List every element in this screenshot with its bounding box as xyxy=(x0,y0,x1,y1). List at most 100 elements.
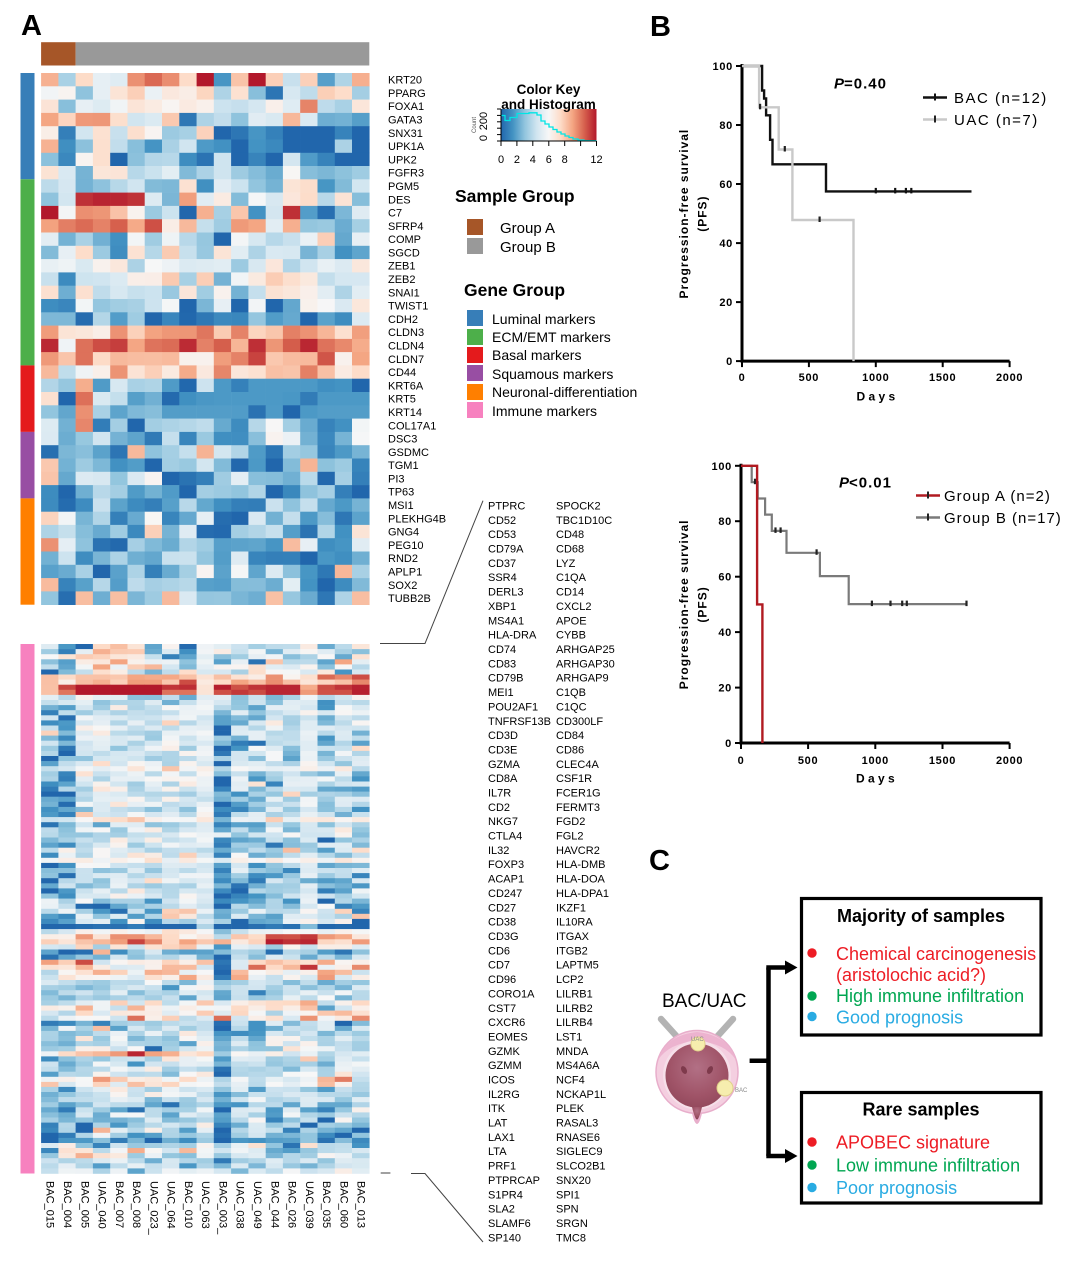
svg-text:BAC (n=12): BAC (n=12) xyxy=(954,90,1048,107)
svg-text:SLAMF6: SLAMF6 xyxy=(488,1218,531,1230)
svg-text:NCF4: NCF4 xyxy=(556,1075,585,1087)
svg-text:KRT6A: KRT6A xyxy=(388,380,424,392)
svg-text:FERMT3: FERMT3 xyxy=(556,802,600,814)
svg-text:8: 8 xyxy=(562,154,568,166)
svg-text:P=0.40: P=0.40 xyxy=(834,76,887,93)
svg-text:CD83: CD83 xyxy=(488,658,516,670)
svg-text:CD44: CD44 xyxy=(388,367,416,379)
svg-text:MNDA: MNDA xyxy=(556,1046,589,1058)
svg-text:LAT: LAT xyxy=(488,1118,508,1130)
svg-text:HLA-DMB: HLA-DMB xyxy=(556,859,606,871)
svg-text:40: 40 xyxy=(719,238,733,250)
svg-text:CD48: CD48 xyxy=(556,529,584,541)
svg-text:60: 60 xyxy=(718,572,732,584)
svg-text:TBC1D10C: TBC1D10C xyxy=(556,515,612,527)
svg-text:SRGN: SRGN xyxy=(556,1218,588,1230)
svg-text:KRT14: KRT14 xyxy=(388,407,422,419)
svg-text:ITGAX: ITGAX xyxy=(556,931,590,943)
svg-text:D a y s: D a y s xyxy=(856,772,895,786)
svg-text:CD14: CD14 xyxy=(556,587,584,599)
svg-text:S1PR4: S1PR4 xyxy=(488,1189,523,1201)
svg-text:RNASE6: RNASE6 xyxy=(556,1132,600,1144)
svg-text:APLP1: APLP1 xyxy=(388,567,422,579)
svg-text:ARHGAP9: ARHGAP9 xyxy=(556,673,609,685)
svg-text:GZMK: GZMK xyxy=(488,1046,520,1058)
svg-text:CD3D: CD3D xyxy=(488,730,518,742)
svg-text:2000: 2000 xyxy=(996,755,1023,767)
svg-text:BAC_026: BAC_026 xyxy=(286,1181,298,1228)
svg-text:UAC_038: UAC_038 xyxy=(234,1181,246,1229)
svg-text:UPK2: UPK2 xyxy=(388,154,417,166)
svg-text:C7: C7 xyxy=(388,208,402,220)
svg-text:BAC_015: BAC_015 xyxy=(44,1181,56,1228)
svg-text:CLDN4: CLDN4 xyxy=(388,341,424,353)
svg-text:RASAL3: RASAL3 xyxy=(556,1118,598,1130)
svg-text:KRT20: KRT20 xyxy=(388,75,422,87)
svg-text:1000: 1000 xyxy=(862,755,889,767)
svg-text:TWIST1: TWIST1 xyxy=(388,301,428,313)
svg-text:DES: DES xyxy=(388,194,411,206)
svg-text:CD79B: CD79B xyxy=(488,673,523,685)
svg-text:CD3G: CD3G xyxy=(488,931,519,943)
svg-text:4: 4 xyxy=(530,154,536,166)
svg-text:80: 80 xyxy=(718,516,732,528)
svg-text:60: 60 xyxy=(719,179,733,191)
svg-text:(PFS): (PFS) xyxy=(696,586,710,622)
svg-text:XBP1: XBP1 xyxy=(488,601,516,613)
svg-text:IKZF1: IKZF1 xyxy=(556,902,586,914)
svg-text:1500: 1500 xyxy=(929,372,956,384)
svg-text:0: 0 xyxy=(726,356,733,368)
svg-text:1500: 1500 xyxy=(929,755,956,767)
svg-text:PLEKHG4B: PLEKHG4B xyxy=(388,513,446,525)
svg-text:CORO1A: CORO1A xyxy=(488,988,535,1000)
svg-text:40: 40 xyxy=(718,627,732,639)
svg-text:2: 2 xyxy=(514,154,520,166)
svg-text:UAC_023_: UAC_023_ xyxy=(147,1181,159,1236)
svg-text:P<0.01: P<0.01 xyxy=(839,475,892,492)
svg-text:CD79A: CD79A xyxy=(488,544,524,556)
svg-text:12: 12 xyxy=(590,154,602,166)
svg-text:Progression-free survival: Progression-free survival xyxy=(677,129,691,299)
svg-text:200: 200 xyxy=(478,112,490,130)
svg-text:CDH2: CDH2 xyxy=(388,314,418,326)
svg-text:LTA: LTA xyxy=(488,1146,507,1158)
svg-text:UAC_049: UAC_049 xyxy=(251,1181,263,1229)
svg-text:CD86: CD86 xyxy=(556,744,584,756)
svg-text:BAC_010: BAC_010 xyxy=(182,1181,194,1228)
svg-text:ITGB2: ITGB2 xyxy=(556,945,588,957)
svg-text:C1QA: C1QA xyxy=(556,572,587,584)
svg-text:SPI1: SPI1 xyxy=(556,1189,580,1201)
svg-text:SLA2: SLA2 xyxy=(488,1204,515,1216)
svg-text:CD37: CD37 xyxy=(488,558,516,570)
svg-text:Progression-free survival: Progression-free survival xyxy=(677,520,691,690)
svg-text:GNG4: GNG4 xyxy=(388,527,419,539)
svg-text:TMC8: TMC8 xyxy=(556,1232,586,1244)
svg-text:FGFR3: FGFR3 xyxy=(388,168,424,180)
svg-text:(PFS): (PFS) xyxy=(696,195,710,231)
svg-text:CD247: CD247 xyxy=(488,888,522,900)
svg-text:CSF1R: CSF1R xyxy=(556,773,592,785)
svg-text:CD8A: CD8A xyxy=(488,773,518,785)
svg-text:TGM1: TGM1 xyxy=(388,460,419,472)
svg-text:BAC_003_: BAC_003_ xyxy=(217,1181,229,1235)
svg-text:Poor prognosis: Poor prognosis xyxy=(836,1178,957,1198)
svg-text:High immune infiltration: High immune infiltration xyxy=(836,986,1024,1006)
svg-text:CD74: CD74 xyxy=(488,644,516,656)
svg-text:IL2RG: IL2RG xyxy=(488,1089,520,1101)
svg-text:CD52: CD52 xyxy=(488,515,516,527)
svg-text:SIGLEC9: SIGLEC9 xyxy=(556,1146,602,1158)
svg-text:1000: 1000 xyxy=(862,372,889,384)
svg-text:UAC: UAC xyxy=(691,1037,704,1043)
svg-text:HAVCR2: HAVCR2 xyxy=(556,845,600,857)
svg-text:SLCO2B1: SLCO2B1 xyxy=(556,1161,606,1173)
svg-text:BAC/UAC: BAC/UAC xyxy=(662,991,746,1012)
svg-text:FCER1G: FCER1G xyxy=(556,788,601,800)
svg-text:ARHGAP30: ARHGAP30 xyxy=(556,658,615,670)
svg-text:SNX31: SNX31 xyxy=(388,128,423,140)
svg-text:PEG10: PEG10 xyxy=(388,540,423,552)
svg-text:LCP2: LCP2 xyxy=(556,974,584,986)
svg-text:CD27: CD27 xyxy=(488,902,516,914)
svg-text:LILRB1: LILRB1 xyxy=(556,988,593,1000)
svg-text:0: 0 xyxy=(739,372,746,384)
svg-text:UAC_039: UAC_039 xyxy=(303,1181,315,1229)
